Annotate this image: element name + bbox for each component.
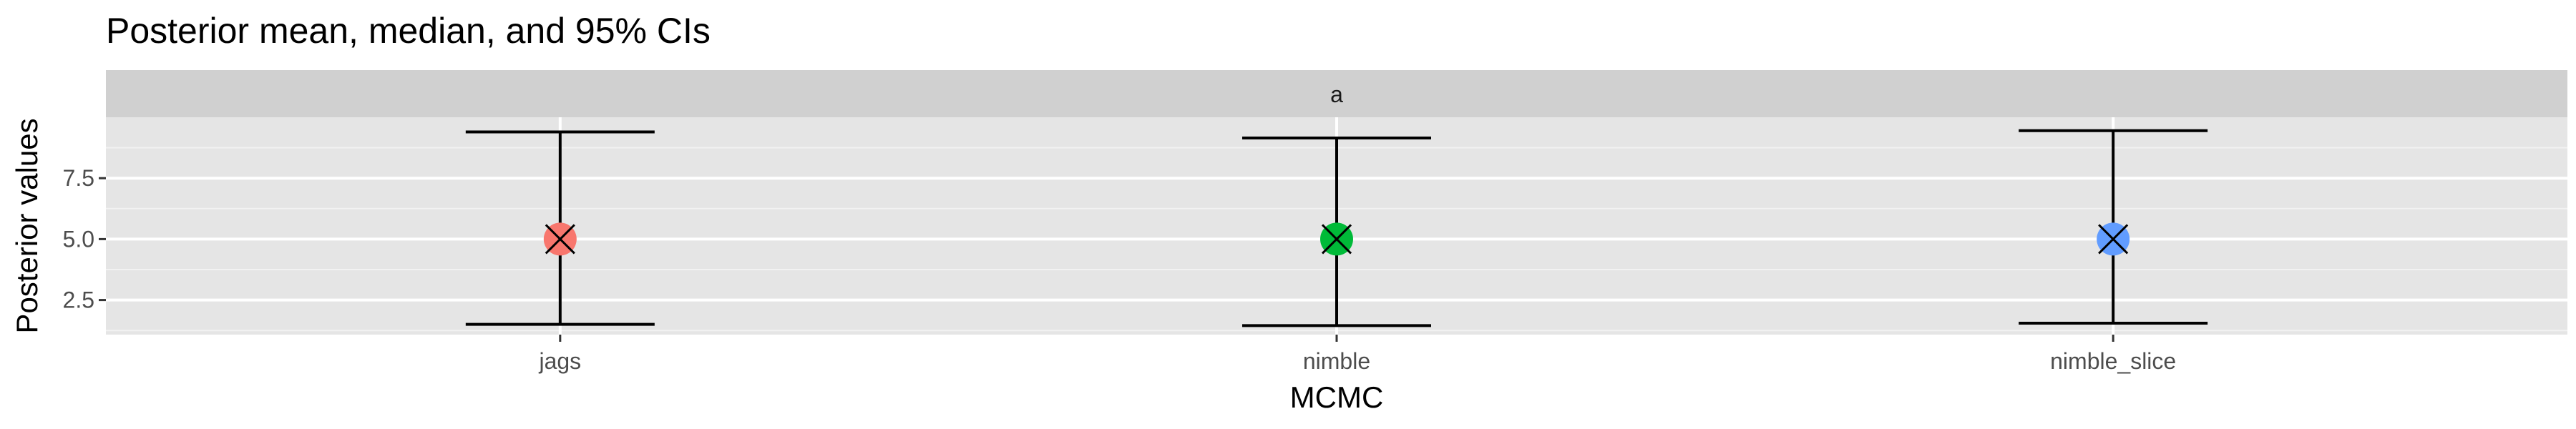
y-tick-label: 2.5 [63, 287, 94, 313]
y-tick-label: 5.0 [63, 226, 94, 252]
x-axis-title: MCMC [1290, 380, 1384, 414]
median-marker-jags [545, 224, 575, 255]
facet-label: a [1330, 82, 1343, 107]
data-layer [465, 129, 2208, 327]
facet-strip [106, 70, 2567, 117]
x-axis-ticks: jags nimble nimble_slice [538, 335, 2176, 374]
y-tick-label: 7.5 [63, 165, 94, 191]
x-tick-label: nimble [1303, 348, 1370, 374]
x-tick-label: jags [538, 348, 581, 374]
x-tick-label: nimble_slice [2050, 348, 2176, 374]
median-marker-nimble [1321, 224, 1352, 255]
median-marker-nimble_slice [2098, 224, 2129, 255]
y-axis-ticks: 2.5 5.0 7.5 [63, 165, 106, 313]
chart-title: Posterior mean, median, and 95% CIs [106, 11, 711, 51]
median-x-stroke [545, 224, 575, 255]
median-x-stroke [1321, 224, 1352, 255]
y-axis-title: Posterior values [10, 118, 44, 333]
median-x-stroke [2098, 224, 2129, 255]
